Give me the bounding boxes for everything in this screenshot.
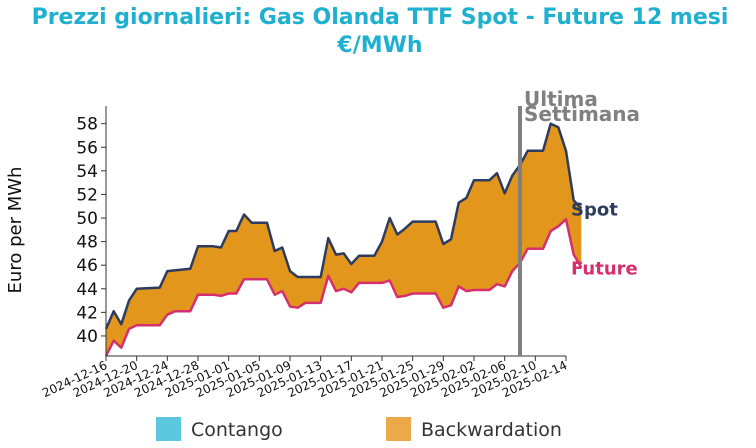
y-tick-label: 46	[76, 256, 98, 276]
y-axis-label: Euro per MWh	[5, 167, 26, 294]
last-week-label: Settimana	[524, 102, 640, 126]
y-tick-label: 58	[76, 115, 98, 135]
y-tick-label: 44	[76, 280, 98, 300]
y-tick-label: 42	[76, 303, 98, 323]
y-tick-label: 52	[76, 185, 98, 205]
plot-area	[104, 122, 583, 357]
chart-title-line-2: €/MWh	[337, 33, 423, 58]
y-tick-label: 50	[76, 209, 98, 229]
chart-title-line-1: Prezzi giornalieri: Gas Olanda TTF Spot …	[31, 5, 729, 30]
legend-swatch-backwardation	[386, 417, 411, 441]
series-labels: Spot Future	[571, 200, 638, 280]
y-tick-label: 48	[76, 233, 98, 253]
y-tick-label: 40	[76, 327, 98, 347]
legend: Contango Backwardation	[156, 417, 562, 441]
x-axis: 2024-12-162024-12-202024-12-242024-12-28…	[40, 355, 569, 400]
series-label-spot: Spot	[571, 200, 618, 221]
chart-title: Prezzi giornalieri: Gas Olanda TTF Spot …	[0, 4, 756, 60]
backwardation-area	[106, 123, 582, 356]
legend-label-contango: Contango	[191, 419, 283, 441]
y-tick-label: 54	[76, 162, 98, 182]
legend-label-backwardation: Backwardation	[421, 419, 562, 441]
series-label-future: Future	[571, 259, 638, 280]
last-week-label: Ultima	[524, 87, 598, 111]
legend-swatch-contango	[156, 417, 181, 441]
series-line-spot	[104, 122, 583, 330]
y-axis: 40 42 44 46 48 50 52 54 56 58	[76, 106, 107, 356]
series-line-future	[104, 217, 583, 357]
y-tick-label: 56	[76, 138, 98, 158]
